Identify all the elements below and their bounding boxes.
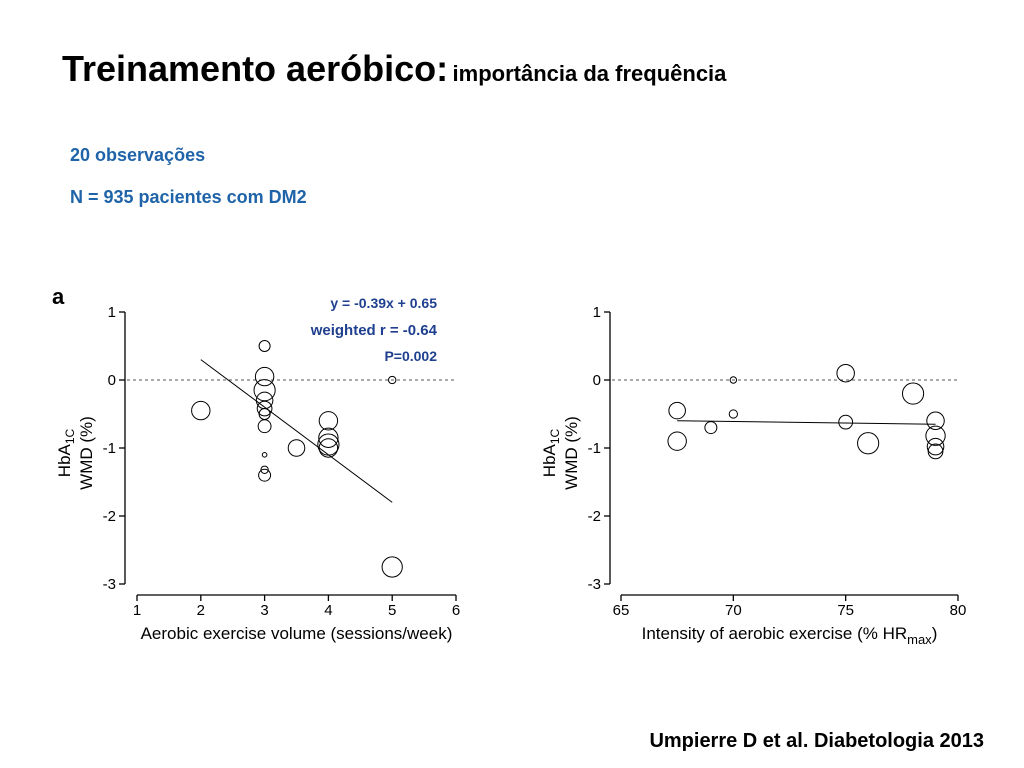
data-point <box>926 411 945 431</box>
data-point <box>261 452 268 458</box>
x-tick-label: 2 <box>197 602 205 619</box>
data-point <box>729 376 738 384</box>
data-point <box>318 427 339 448</box>
y-tick-label: 1 <box>593 304 601 321</box>
data-point <box>388 375 397 385</box>
data-point <box>668 401 686 420</box>
data-point <box>927 443 944 460</box>
data-point <box>257 419 272 434</box>
chart-sessions-per-week: 1 0 -1 -2 -3 1 2 3 4 5 6 HbA1C WMD (%) Aerobic exerci… <box>55 295 460 643</box>
regression-annotation: weighted r = -0.64 <box>310 322 438 339</box>
x-tick-label: 70 <box>725 602 742 619</box>
y-tick-label: -2 <box>103 508 116 525</box>
data-point <box>667 431 687 451</box>
data-point <box>838 414 854 430</box>
slide-title-main: Treinamento aeróbico: <box>62 48 449 89</box>
data-point <box>317 433 340 456</box>
slide-title: Treinamento aeróbico: importância da fre… <box>62 48 726 90</box>
y-tick-label: -1 <box>103 440 116 457</box>
x-tick-label: 80 <box>950 602 967 619</box>
data-point <box>728 409 738 419</box>
x-tick-label: 5 <box>388 602 396 619</box>
x-tick-label: 1 <box>133 602 141 619</box>
observations-count: 20 observações <box>70 145 206 165</box>
data-point <box>925 425 946 446</box>
slide-title-sub: importância da frequência <box>452 61 727 86</box>
citation: Umpierre D et al. Diabetologia 2013 <box>649 730 984 752</box>
x-tick-label: 65 <box>613 602 630 619</box>
data-point <box>901 382 925 405</box>
regression-line <box>677 420 936 425</box>
y-tick-label: -2 <box>588 508 601 525</box>
y-tick-label: -1 <box>588 440 601 457</box>
data-point <box>287 439 306 457</box>
data-point <box>836 363 855 383</box>
data-point <box>258 468 272 482</box>
data-point <box>191 400 211 421</box>
y-tick-label: -3 <box>103 576 116 593</box>
x-tick-label: 4 <box>324 602 332 619</box>
x-axis-title: Aerobic exercise volume (sessions/week) <box>141 624 453 643</box>
patients-count: N = 935 pacientes com DM2 <box>70 187 307 207</box>
y-tick-label: -3 <box>588 576 601 593</box>
y-axis-title-line2: WMD (%) <box>77 416 96 490</box>
y-axis-title-line1: HbA1C <box>540 428 562 477</box>
regression-annotation: y = -0.39x + 0.65 <box>330 295 437 311</box>
chart-intensity: 1 0 -1 -2 -3 65 70 75 80 HbA1C WMD (%) Intensity of… <box>540 304 966 647</box>
y-tick-label: 0 <box>593 372 601 389</box>
data-point <box>926 437 945 456</box>
y-axis-title-line1: HbA1C <box>55 428 77 477</box>
data-point <box>318 438 339 458</box>
panel-label: a <box>52 284 65 309</box>
data-point <box>258 339 271 353</box>
regression-line <box>200 359 393 503</box>
x-tick-label: 6 <box>452 602 460 619</box>
data-point <box>857 432 880 455</box>
y-tick-label: 0 <box>108 372 116 389</box>
x-tick-label: 75 <box>837 602 854 619</box>
data-point <box>254 366 275 387</box>
data-point <box>260 465 269 474</box>
x-axis-title: Intensity of aerobic exercise (% HRmax) <box>642 624 938 647</box>
data-point <box>704 421 718 435</box>
data-point <box>256 400 273 417</box>
x-tick-label: 3 <box>260 602 268 619</box>
y-axis-title-line2: WMD (%) <box>562 416 581 490</box>
regression-annotation: P=0.002 <box>384 348 437 364</box>
data-point <box>318 411 339 431</box>
y-tick-label: 1 <box>108 304 116 321</box>
data-point <box>258 407 271 421</box>
data-point <box>381 556 403 578</box>
